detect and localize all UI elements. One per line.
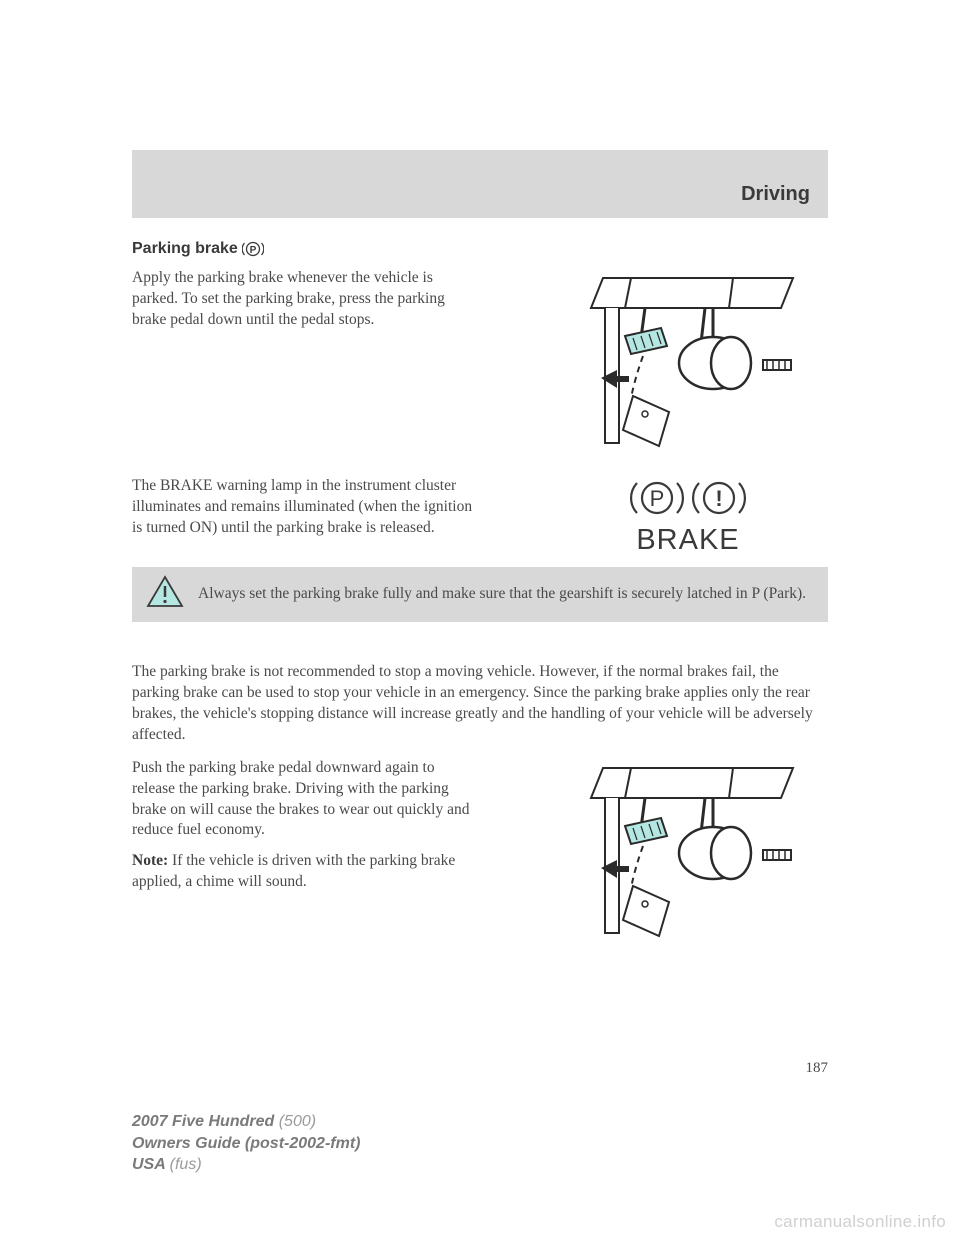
brake-indicator-icon: P ! BRAKE (630, 476, 746, 557)
figure-pedal-1 (548, 268, 828, 468)
brake-label-text: BRAKE (636, 524, 739, 557)
svg-text:!: ! (715, 486, 722, 511)
content-area: Parking brake P Apply the parking brake … (132, 240, 828, 966)
paragraph-4-block: Push the parking brake pedal downward ag… (132, 758, 477, 894)
subsection-heading: Parking brake P (132, 240, 264, 258)
footer-line-2: Owners Guide (post-2002-fmt) (132, 1133, 360, 1155)
heading-text: Parking brake (132, 240, 238, 258)
svg-text:P: P (650, 486, 665, 511)
note-text: If the vehicle is driven with the parkin… (132, 852, 455, 890)
row-1: Apply the parking brake whenever the veh… (132, 268, 828, 468)
pedal-illustration-icon (563, 268, 813, 468)
warning-text: Always set the parking brake fully and m… (198, 584, 806, 605)
section-header: Driving (132, 150, 828, 218)
footer-line-3: USA (fus) (132, 1154, 360, 1176)
note-label: Note: (132, 852, 168, 869)
figure-pedal-2 (548, 758, 828, 958)
footer-model-code: (500) (279, 1113, 316, 1130)
row-2: The BRAKE warning lamp in the instrument… (132, 476, 828, 557)
parking-p-icon: P (242, 240, 264, 258)
section-title: Driving (741, 183, 810, 206)
page-number: 187 (806, 1060, 829, 1077)
pedal-illustration-icon (563, 758, 813, 958)
footer-line-1: 2007 Five Hundred (500) (132, 1111, 360, 1133)
paragraph-3: The parking brake is not recommended to … (132, 662, 828, 746)
svg-text:P: P (249, 245, 256, 256)
watermark-text: carmanualsonline.info (774, 1212, 946, 1232)
footer-region-code: (fus) (170, 1156, 202, 1173)
footer-block: 2007 Five Hundred (500) Owners Guide (po… (132, 1111, 360, 1176)
paragraph-4: Push the parking brake pedal downward ag… (132, 759, 469, 839)
row-3: Push the parking brake pedal downward ag… (132, 758, 828, 958)
warning-triangle-icon (146, 575, 184, 614)
footer-region: USA (132, 1156, 170, 1173)
paragraph-1: Apply the parking brake whenever the veh… (132, 268, 477, 331)
figure-brake-indicator: P ! BRAKE (548, 476, 828, 557)
paragraph-2: The BRAKE warning lamp in the instrument… (132, 476, 477, 539)
warning-callout: Always set the parking brake fully and m… (132, 567, 828, 622)
footer-model: 2007 Five Hundred (132, 1113, 279, 1130)
